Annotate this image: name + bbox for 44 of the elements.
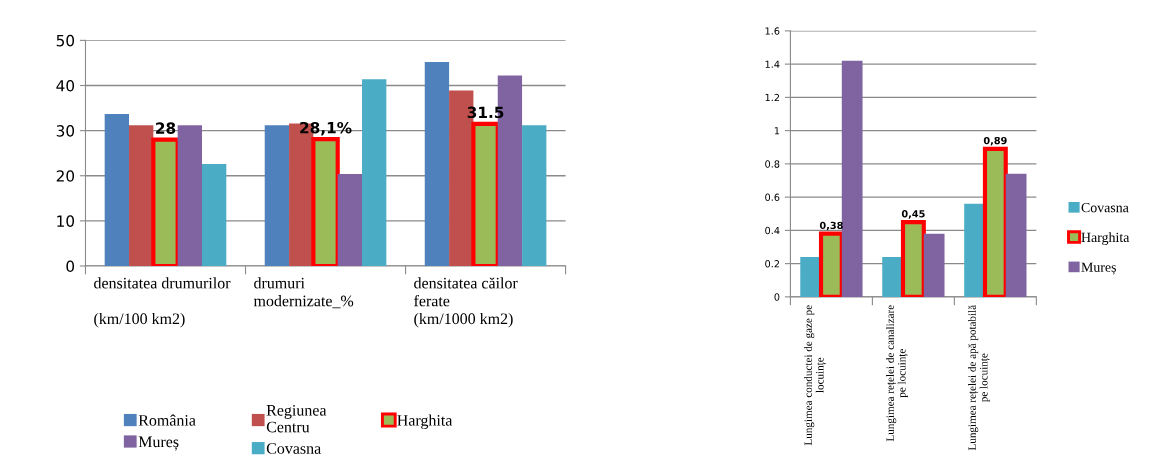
y-tick-label: 20 <box>56 170 75 182</box>
y-tick-label: 0.6 <box>765 193 780 201</box>
y-tick-label: 40 <box>56 79 75 92</box>
legend-label: Covasna <box>266 443 321 454</box>
bar <box>177 125 202 266</box>
bar <box>104 113 130 266</box>
bar <box>522 125 547 266</box>
bar <box>337 173 363 266</box>
y-tick-label: 1.2 <box>765 93 780 102</box>
x-tick-label: densitatea căilor ferate (km/1000 km2) <box>414 277 518 328</box>
bar <box>264 125 290 266</box>
y-tick-label: 0.2 <box>765 260 780 268</box>
bar <box>129 125 154 266</box>
legend-label: Harghita <box>1081 232 1130 245</box>
legend-label: Harghita <box>397 414 453 430</box>
legend-label: Mureș <box>138 436 179 451</box>
x-tick-label: Lungimea conductei de gaze pe locuințe <box>804 305 826 446</box>
legend-label: Covasna <box>1081 202 1129 213</box>
bar <box>841 60 863 297</box>
y-tick-label: 10 <box>57 215 75 227</box>
bar <box>1005 173 1027 297</box>
x-tick-label: Lungimea rețelei de apă potabilă pe locuințe <box>968 305 990 451</box>
data-label: 0,89 <box>983 136 1007 146</box>
y-tick-label: 0 <box>774 293 780 301</box>
bar <box>201 164 227 266</box>
legend-label: Regiunea Centru <box>266 404 327 433</box>
y-tick-label: 1.6 <box>765 27 780 35</box>
y-tick-label: 0.4 <box>765 226 780 235</box>
y-tick-label: 50 <box>56 34 75 47</box>
y-tick-label: 1 <box>774 127 780 135</box>
y-tick-label: 1.4 <box>765 60 780 68</box>
data-label: 28 <box>156 122 176 134</box>
y-tick-label: 30 <box>56 125 75 137</box>
y-tick-label: 0.8 <box>765 160 780 168</box>
legend-label: Mureș <box>1081 262 1116 275</box>
category-label: densitatea drumurilor (km/100 km2) <box>94 277 231 328</box>
legend-label: România <box>138 414 196 426</box>
y-tick-label: 0 <box>66 260 75 273</box>
bar <box>424 62 450 266</box>
x-tick-label: Lungimea rețelei de canalizare pe locuințe <box>886 305 908 442</box>
x-tick-label: drumuri modernizate_% <box>253 277 354 309</box>
data-label: 0,45 <box>901 210 925 219</box>
bar <box>362 79 387 266</box>
bar <box>964 203 985 297</box>
